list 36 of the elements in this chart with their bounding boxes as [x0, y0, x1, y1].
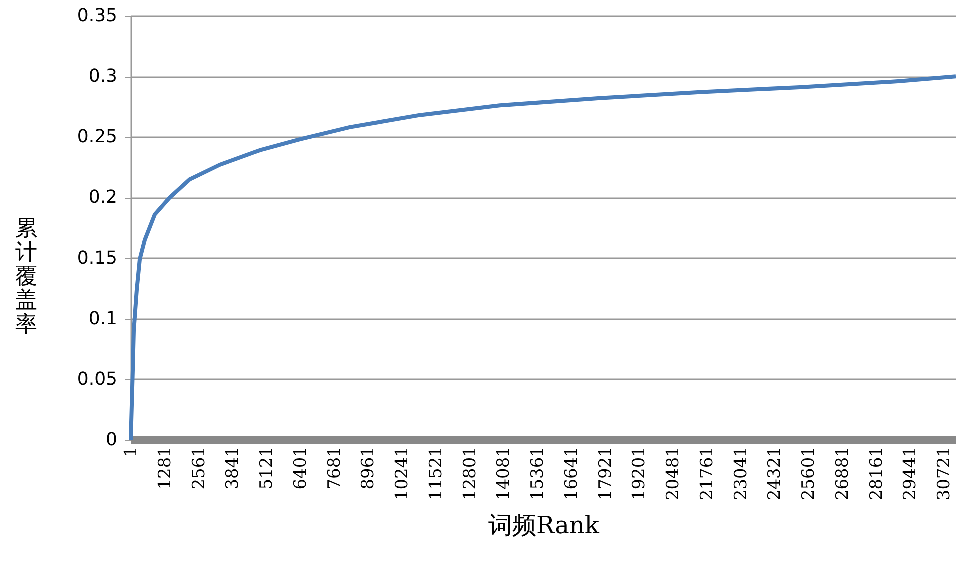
x-tick-label: 17921	[596, 446, 616, 501]
x-tick-label: 6401	[290, 446, 311, 490]
x-tick-label: 7681	[324, 446, 345, 490]
x-tick-label: 24321	[765, 446, 786, 501]
x-tick-label: 19201	[630, 446, 650, 501]
x-tick-label: 20481	[664, 446, 684, 501]
x-tick-label: 10241	[392, 446, 413, 501]
x-tick-label: 11521	[426, 446, 446, 501]
x-tick-label: 1281	[155, 446, 176, 490]
x-tick-label: 3841	[223, 446, 244, 490]
y-tick-label: 0.2	[88, 187, 118, 208]
line-series	[129, 74, 956, 442]
x-tick-label: 23041	[731, 446, 752, 501]
x-tick-label: 29441	[900, 446, 921, 501]
x-tick-label: 21761	[697, 446, 718, 501]
x-tick-label: 28161	[866, 446, 887, 501]
y-tick-label: 0.35	[77, 6, 118, 26]
y-tick-label: 0.05	[77, 368, 118, 390]
x-tick-label: 30721	[934, 446, 955, 501]
y-axis-title: 累计覆盖率	[16, 216, 38, 338]
x-tick-label: 15361	[528, 446, 548, 501]
x-tick-label: 16641	[562, 446, 582, 501]
x-tick-label: 8961	[358, 446, 379, 490]
y-tick-label: 0.15	[77, 248, 118, 269]
x-tick-label: 1	[122, 446, 142, 458]
y-tick-label: 0.1	[88, 308, 118, 330]
x-tick-label: 12801	[460, 446, 480, 501]
y-tick-label: 0	[106, 430, 118, 450]
x-tick-label: 2561	[189, 446, 210, 490]
y-tick-label: 0.3	[88, 66, 118, 88]
x-tick-label: 5121	[257, 446, 278, 490]
x-tick-label: 14081	[494, 446, 514, 501]
x-tick-label: 25601	[799, 446, 820, 501]
x-tick-label: 26881	[832, 446, 853, 501]
x-axis-title: 词频Rank	[488, 512, 600, 540]
y-tick-label: 0.25	[77, 126, 118, 148]
